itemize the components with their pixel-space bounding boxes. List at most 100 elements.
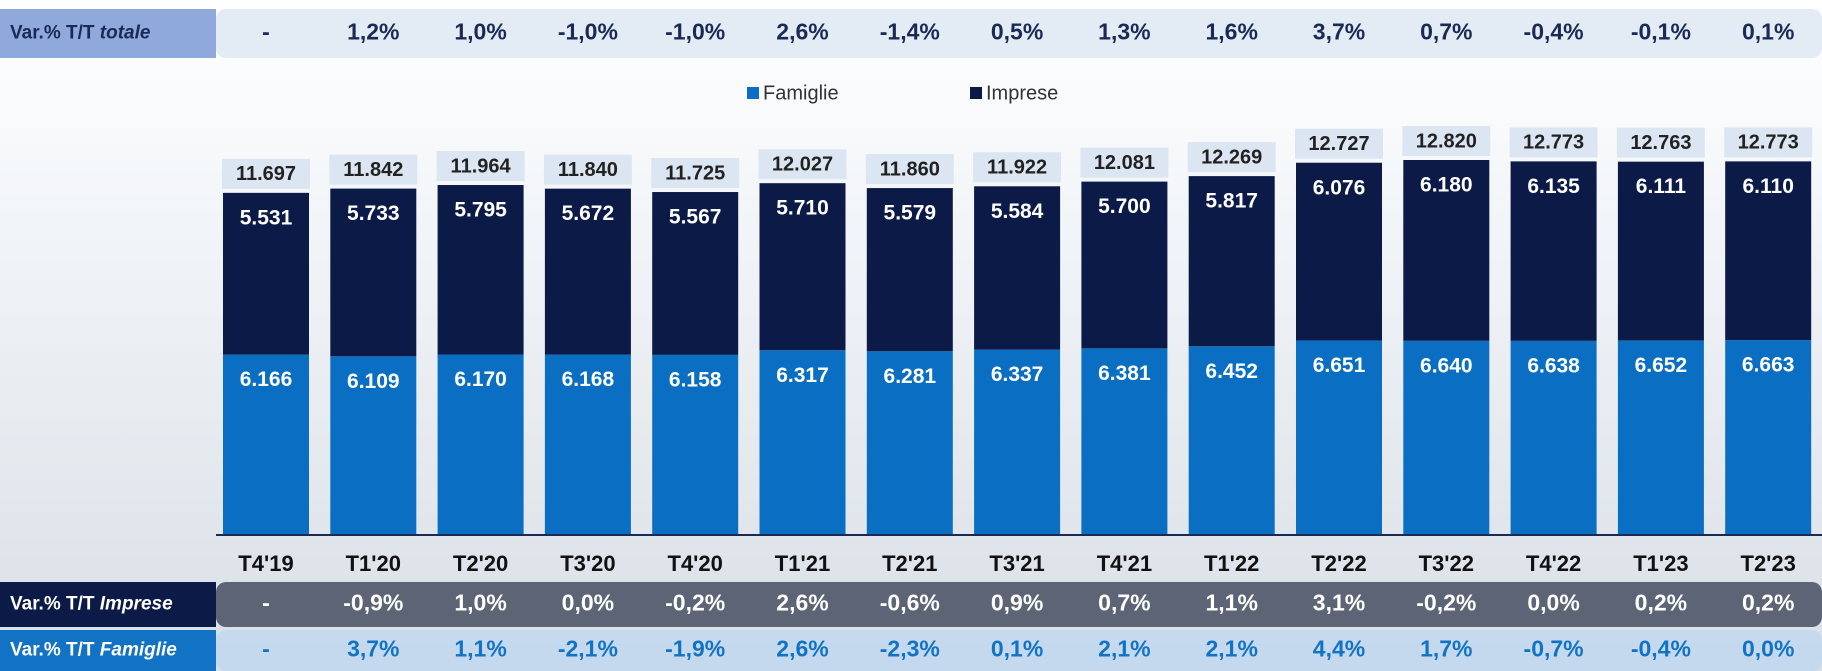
- bar: [544, 188, 631, 355]
- x-tick-label: T4'19: [238, 551, 293, 576]
- bar: [652, 192, 739, 355]
- bar: [1403, 340, 1490, 535]
- bar: [866, 188, 953, 352]
- total-label: 11.840: [558, 159, 618, 181]
- data-label: 6.640: [1420, 354, 1473, 377]
- row-value: -: [262, 19, 270, 45]
- row-value: 0,9%: [991, 590, 1043, 616]
- row-label-box: [0, 582, 216, 627]
- row-value: 0,1%: [991, 636, 1043, 662]
- row-value: -0,2%: [1416, 590, 1476, 616]
- data-label: 6.663: [1742, 354, 1795, 377]
- total-box: [1509, 127, 1598, 158]
- total-box: [1080, 147, 1169, 178]
- total-label: 12.027: [772, 153, 833, 175]
- row-label-main: Var.% T/T: [10, 640, 95, 661]
- bar: [437, 185, 524, 355]
- bar: [1296, 340, 1382, 535]
- total-label: 11.842: [343, 159, 403, 181]
- x-tick-label: T4'21: [1097, 551, 1152, 576]
- data-label: 6.317: [776, 364, 829, 387]
- legend-label: Famiglie: [763, 82, 839, 104]
- data-label: 6.076: [1313, 176, 1366, 199]
- row-value: 0,2%: [1742, 590, 1794, 616]
- row-value: -: [262, 636, 270, 662]
- row-value: 2,1%: [1205, 636, 1257, 662]
- total-box: [543, 154, 632, 185]
- bar: [1188, 346, 1275, 535]
- data-label: 6.638: [1527, 354, 1580, 377]
- x-tick-label: T2'21: [882, 551, 937, 576]
- row-label-main: Var.% T/T: [10, 594, 95, 615]
- total-box: [1187, 142, 1276, 173]
- x-tick-label: T3'20: [560, 551, 615, 576]
- row-label: Var.% T/T totale: [10, 23, 151, 44]
- data-label: 6.452: [1205, 360, 1258, 383]
- row-value: 1,6%: [1205, 19, 1257, 45]
- data-label: 5.700: [1098, 195, 1151, 218]
- bar: [1081, 181, 1168, 349]
- bar: [1081, 348, 1168, 535]
- data-label: 6.111: [1636, 175, 1687, 198]
- row-value: 1,0%: [454, 19, 506, 45]
- total-box: [651, 158, 740, 189]
- bar: [652, 354, 739, 535]
- bar: [1617, 340, 1704, 535]
- row-value: -0,7%: [1524, 636, 1584, 662]
- data-label: 6.337: [991, 363, 1044, 386]
- total-box: [1724, 127, 1813, 158]
- row-value: -0,2%: [665, 590, 725, 616]
- row-label: Var.% T/T Imprese: [10, 594, 173, 615]
- row-label-emphasis: Imprese: [100, 594, 173, 615]
- bar: [974, 186, 1061, 350]
- total-box: [1295, 128, 1383, 159]
- x-tick-label: T4'20: [668, 551, 723, 576]
- data-label: 6.651: [1313, 354, 1366, 377]
- legend-label: Imprese: [986, 82, 1058, 104]
- x-tick-label: T1'23: [1633, 551, 1688, 576]
- row-background: [216, 9, 1822, 58]
- bar: [1725, 340, 1812, 535]
- row-value: 2,1%: [1098, 636, 1150, 662]
- bar: [1188, 176, 1275, 347]
- row-value: -2,3%: [880, 636, 940, 662]
- bar: [1725, 161, 1812, 341]
- row-value: 1,0%: [454, 590, 506, 616]
- row-value: 0,0%: [1527, 590, 1579, 616]
- total-box: [1616, 127, 1705, 158]
- row-value: -0,4%: [1524, 19, 1584, 45]
- data-label: 5.710: [776, 197, 829, 220]
- total-label: 11.697: [236, 163, 296, 185]
- x-tick-label: T1'20: [346, 551, 401, 576]
- data-label: 5.584: [991, 200, 1044, 223]
- row-value: 2,6%: [776, 19, 828, 45]
- total-label: 11.725: [665, 162, 725, 184]
- row-value: 0,0%: [562, 590, 614, 616]
- data-label: 6.281: [884, 365, 937, 388]
- data-label: 5.579: [884, 202, 937, 225]
- legend-swatch: [747, 87, 759, 99]
- row-label-emphasis: Famiglie: [100, 640, 178, 661]
- x-tick-label: T2'20: [453, 551, 508, 576]
- row-value: 4,4%: [1313, 636, 1365, 662]
- data-label: 6.170: [454, 368, 507, 391]
- total-label: 12.763: [1630, 132, 1691, 154]
- row-value: 0,7%: [1420, 19, 1472, 45]
- row-value: -1,9%: [665, 636, 725, 662]
- total-label: 12.269: [1201, 146, 1262, 168]
- total-box: [222, 158, 310, 189]
- bar: [223, 354, 309, 535]
- bar: [759, 350, 846, 535]
- row-label-box: [0, 630, 216, 671]
- total-box: [865, 154, 954, 185]
- row-value: -: [262, 590, 270, 616]
- row-value: -1,0%: [558, 19, 618, 45]
- row-label-main: Var.% T/T: [10, 23, 95, 44]
- row-value: -1,0%: [665, 19, 725, 45]
- row-value: 3,1%: [1313, 590, 1365, 616]
- row-value: -0,9%: [343, 590, 403, 616]
- row-label-box: [0, 9, 216, 58]
- total-box: [329, 154, 418, 185]
- data-label: 6.158: [669, 368, 722, 391]
